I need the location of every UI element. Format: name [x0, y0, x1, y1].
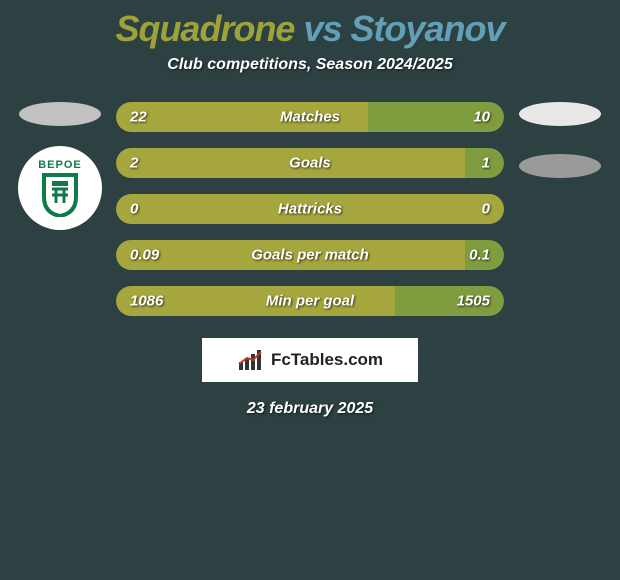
shield-icon — [40, 173, 80, 217]
footer-date: 23 february 2025 — [0, 400, 620, 418]
title-left: Squadrone — [115, 8, 294, 49]
stat-row: 2 1 Goals — [116, 148, 504, 178]
left-player-ellipse — [19, 102, 101, 126]
bar-chart-icon — [237, 348, 265, 372]
stat-label: Goals — [289, 155, 331, 172]
right-player-ellipse-top — [519, 102, 601, 126]
title-vs: vs — [294, 8, 350, 49]
stat-row: 0.09 0.1 Goals per match — [116, 240, 504, 270]
stat-label: Goals per match — [251, 247, 369, 264]
brand-text: FcTables.com — [271, 350, 383, 370]
club-badge-text: BEPOE — [38, 159, 82, 171]
brand-box: FcTables.com — [202, 338, 418, 382]
comparison-area: BEPOE 2210Matches21Goals00Hattricks0.090… — [0, 102, 620, 316]
stat-value-right: 10 — [473, 109, 490, 126]
stat-value-left: 2 — [130, 155, 138, 172]
right-player-col — [510, 102, 610, 178]
stat-value-left: 22 — [130, 109, 147, 126]
subtitle: Club competitions, Season 2024/2025 — [0, 56, 620, 74]
stat-bars: 22 10 Matches 2 1 Goals 0 0 Hattricks 0.09 0.1 Goal… — [110, 102, 510, 316]
stat-value-right: 0.1 — [469, 247, 490, 264]
left-club-badge: BEPOE — [18, 146, 102, 230]
stat-row: 22 10 Matches — [116, 102, 504, 132]
stat-label: Matches — [280, 109, 340, 126]
stat-label: Min per goal — [266, 293, 354, 310]
stat-row: 0 0 Hattricks — [116, 194, 504, 224]
stat-value-left: 1086 — [130, 293, 163, 310]
left-player-col: BEPOE — [10, 102, 110, 230]
stat-value-left: 0.09 — [130, 247, 159, 264]
title-right: Stoyanov — [351, 8, 505, 49]
stat-value-right: 1505 — [457, 293, 490, 310]
stat-row: 1086 1505 Min per goal — [116, 286, 504, 316]
stat-value-right: 1 — [482, 155, 490, 172]
right-player-ellipse-bottom — [519, 154, 601, 178]
stat-value-left: 0 — [130, 201, 138, 218]
stat-value-right: 0 — [482, 201, 490, 218]
page-title: Squadrone vs Stoyanov — [0, 0, 620, 50]
stat-label: Hattricks — [278, 201, 342, 218]
